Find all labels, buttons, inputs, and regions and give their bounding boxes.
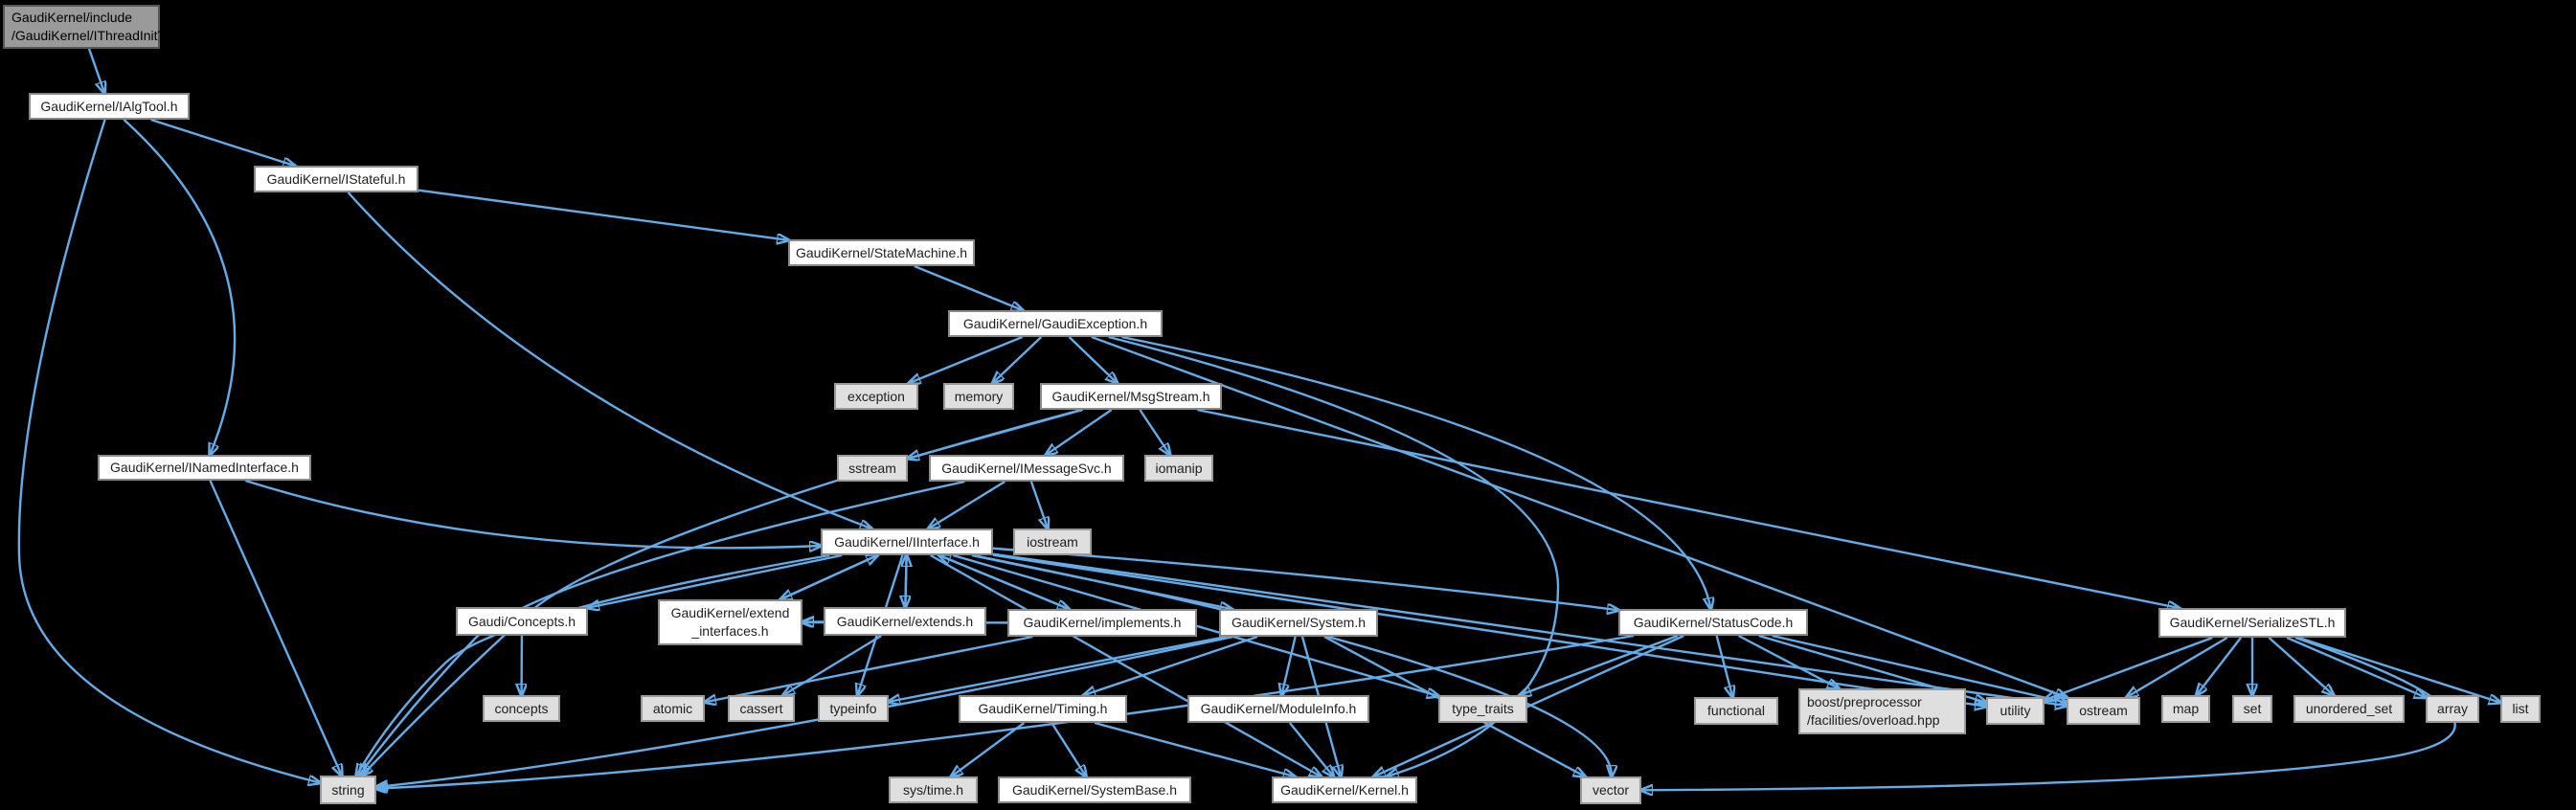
edge-statuscode-functional — [1715, 635, 1733, 697]
edge-gaudiexception-memory — [993, 336, 1043, 383]
node-kernel[interactable]: GaudiKernel/Kernel.h — [1272, 776, 1417, 803]
node-sys_time: sys/time.h — [889, 776, 978, 803]
edge-serializestl-map — [2197, 637, 2242, 695]
node-cassert: cassert — [728, 695, 795, 722]
node-gaudiexception[interactable]: GaudiKernel/GaudiException.h — [948, 310, 1163, 337]
edge-statuscode-kernel — [1374, 634, 1684, 776]
edge-iinterface-statuscode — [992, 547, 1618, 611]
edge-system-typeinfo — [889, 635, 1227, 702]
node-iomanip: iomanip — [1144, 455, 1213, 482]
edge-implements-atomic — [705, 635, 1033, 702]
node-utility: utility — [1986, 697, 2045, 725]
edge-extend_interfaces-iinterface — [780, 555, 877, 601]
edge-implements-iinterface — [939, 555, 1070, 611]
node-extend_interfaces[interactable]: GaudiKernel/extend _interfaces.h — [658, 599, 802, 645]
node-imessagesvc[interactable]: GaudiKernel/IMessageSvc.h — [929, 455, 1124, 482]
node-statemachine[interactable]: GaudiKernel/StateMachine.h — [788, 239, 975, 266]
node-system[interactable]: GaudiKernel/System.h — [1219, 609, 1378, 637]
edge-gaudiexception-msgstream — [1068, 336, 1118, 383]
edge-extends-cassert — [783, 634, 882, 695]
node-functional: functional — [1694, 697, 1778, 725]
node-list: list — [2500, 695, 2541, 723]
node-string: string — [320, 776, 376, 804]
node-msgstream[interactable]: GaudiKernel/MsgStream.h — [1040, 383, 1222, 410]
node-iostream: iostream — [1013, 529, 1092, 555]
edge-serializestl-ostream — [2127, 636, 2228, 697]
node-map: map — [2161, 695, 2210, 723]
edge-root-ialgtool — [87, 48, 104, 93]
edge-msgstream-imessagesvc — [1046, 409, 1113, 455]
edge-serializestl-utility — [2045, 636, 2213, 700]
edge-istateful-iinterface — [347, 191, 871, 529]
edge-system-timing — [1084, 635, 1258, 695]
node-ialgtool[interactable]: GaudiKernel/IAlgTool.h — [29, 93, 190, 120]
edge-statuscode-string — [376, 634, 1635, 789]
edge-system-string — [376, 635, 1234, 787]
edge-moduleinfo-kernel — [1288, 722, 1334, 776]
edge-iinterface-utility — [992, 553, 1986, 707]
node-moduleinfo[interactable]: GaudiKernel/ModuleInfo.h — [1187, 695, 1369, 723]
node-exception: exception — [834, 383, 918, 410]
edge-serializestl-list — [2297, 636, 2500, 703]
node-type_traits: type_traits — [1438, 695, 1527, 723]
edge-gaudiexception-ostream — [1091, 335, 2067, 697]
edge-gaudiexception-exception — [909, 335, 1024, 383]
edge-statuscode-type_traits — [1520, 634, 1679, 695]
node-timing[interactable]: GaudiKernel/Timing.h — [959, 695, 1127, 723]
edge-msgstream-serializestl — [1197, 408, 2179, 608]
node-serializestl[interactable]: GaudiKernel/SerializeSTL.h — [2158, 608, 2346, 638]
node-memory: memory — [943, 383, 1014, 410]
node-array: array — [2426, 695, 2479, 723]
edge-iinterface-vector — [973, 553, 1612, 776]
edge-statuscode-boost_overload — [1738, 634, 1839, 688]
edge-msgstream-iomanip — [1139, 409, 1169, 455]
edge-iinterface-kernel — [930, 553, 1322, 776]
edge-iinterface-ostream — [992, 552, 2067, 706]
edge-gaudiexception-statuscode — [1121, 335, 1710, 609]
node-ostream: ostream — [2067, 697, 2140, 725]
edge-extends-iinterface — [905, 555, 906, 608]
node-inamedinterface[interactable]: GaudiKernel/INamedInterface.h — [98, 455, 311, 481]
edge-ialgtool-istateful — [150, 118, 295, 166]
edge-inamedinterface-iinterface — [245, 479, 821, 548]
node-sstream: sstream — [837, 455, 908, 482]
node-concepts_h[interactable]: Gaudi/Concepts.h — [456, 607, 588, 636]
node-atomic: atomic — [641, 695, 705, 722]
edge-iinterface-concepts_h — [588, 553, 843, 608]
edge-inamedinterface-string — [209, 480, 342, 776]
node-extends[interactable]: GaudiKernel/extends.h — [824, 607, 986, 636]
node-vector: vector — [1580, 776, 1641, 804]
edge-timing-sys_time — [951, 722, 1026, 776]
node-root: GaudiKernel/include /GaudiKernel/IThread… — [3, 5, 193, 49]
edge-serializestl-array — [2286, 636, 2426, 697]
edge-system-moduleinfo — [1281, 636, 1297, 695]
edge-ialgtool-inamedinterface — [123, 119, 237, 455]
node-implements[interactable]: GaudiKernel/implements.h — [1007, 609, 1197, 637]
node-istateful[interactable]: GaudiKernel/IStateful.h — [254, 166, 418, 192]
edge-imessagesvc-iinterface — [929, 480, 1006, 529]
node-concepts: concepts — [483, 695, 560, 722]
edge-statemachine-gaudiexception — [914, 264, 1023, 310]
node-set: set — [2232, 695, 2272, 723]
node-typeinfo: typeinfo — [818, 695, 889, 722]
node-boost_overload: boost/preprocessor /facilities/overload.… — [1798, 688, 1966, 734]
edge-ialgtool-string — [17, 119, 320, 783]
edge-statuscode-ostream — [1772, 634, 2067, 703]
node-systembase[interactable]: GaudiKernel/SystemBase.h — [998, 776, 1191, 803]
edge-timing-systembase — [1051, 722, 1086, 776]
node-unordered_set: unordered_set — [2294, 695, 2405, 723]
edge-imessagesvc-iostream — [1029, 481, 1048, 529]
edge-serializestl-unordered_set — [2268, 637, 2333, 695]
edge-timing-kernel — [1094, 721, 1295, 776]
edge-iinterface-string — [356, 553, 830, 776]
node-statuscode[interactable]: GaudiKernel/StatusCode.h — [1618, 609, 1808, 636]
node-iinterface[interactable]: GaudiKernel/IInterface.h — [821, 529, 993, 555]
edge-istateful-statemachine — [418, 189, 788, 240]
